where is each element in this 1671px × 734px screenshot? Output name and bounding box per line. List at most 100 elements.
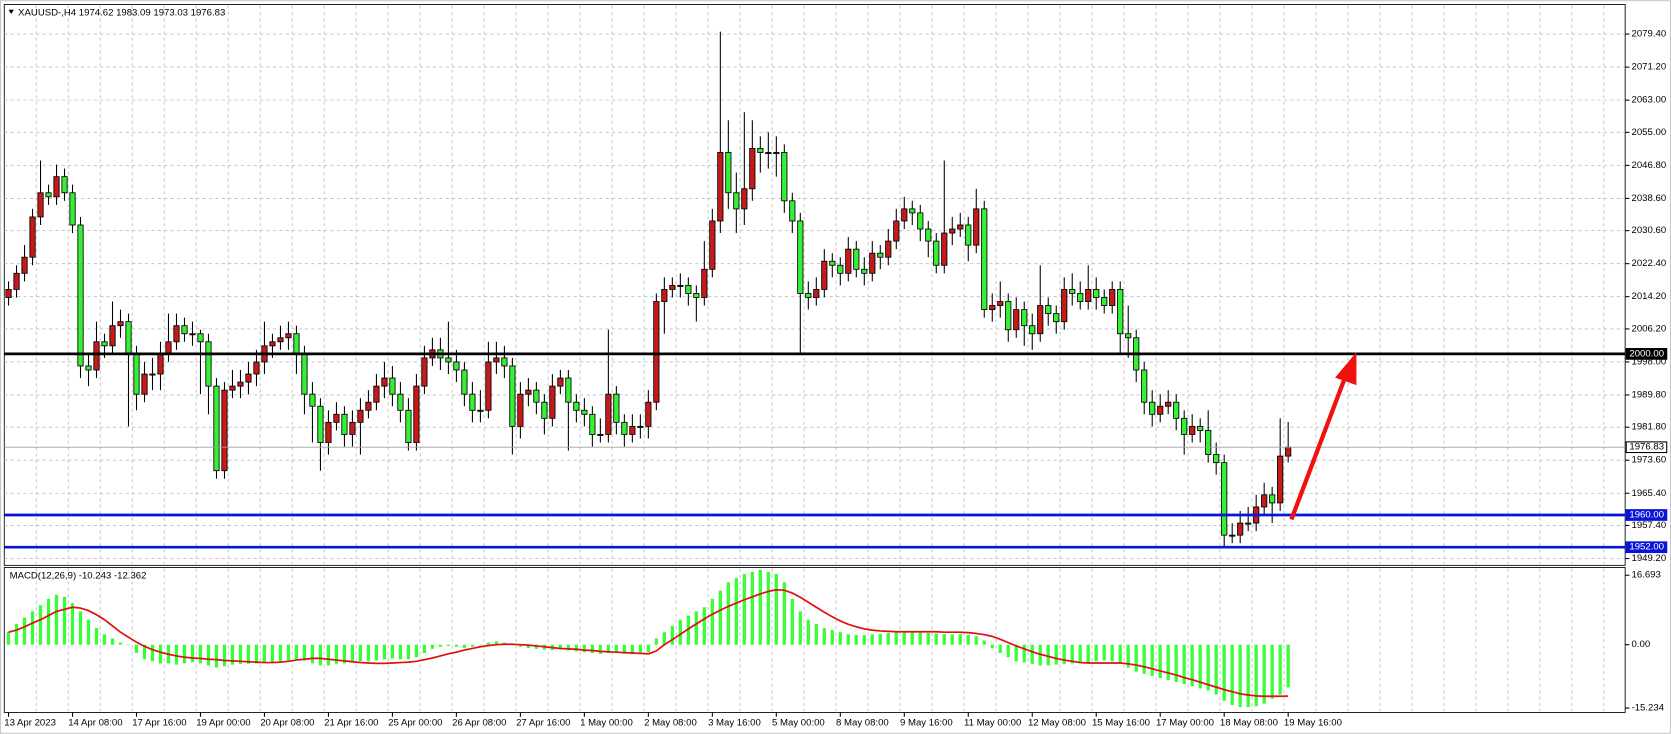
macd-bar — [142, 644, 147, 660]
y-tick-label: 16.693 — [1632, 570, 1661, 581]
candle-body — [173, 325, 180, 343]
candle-body — [861, 268, 868, 274]
macd-bar — [982, 640, 986, 645]
candle-body — [741, 188, 748, 210]
candle-body — [293, 333, 300, 355]
macd-bar — [190, 644, 195, 663]
x-tick-label: 17 May 00:00 — [1156, 718, 1214, 729]
candle-body — [1077, 293, 1084, 302]
candle-body — [1221, 462, 1228, 536]
candle-body — [941, 232, 948, 266]
macd-bar — [646, 644, 650, 653]
candle-body — [405, 409, 412, 443]
y-tick-label: 2038.60 — [1632, 193, 1667, 204]
y-tick-label: 1957.40 — [1632, 520, 1667, 531]
y-tick-label: 0.00 — [1632, 639, 1651, 650]
candle-body — [581, 409, 588, 415]
macd-bar — [630, 644, 634, 655]
candle-body — [629, 425, 636, 435]
x-tick-label: 11 May 00:00 — [964, 718, 1021, 729]
candle-body — [1125, 333, 1132, 339]
candle-body — [277, 337, 284, 343]
macd-bar — [454, 644, 459, 647]
candle-body — [837, 264, 844, 274]
candle-body — [45, 192, 52, 198]
candle-body — [325, 421, 332, 443]
candle-body — [389, 377, 396, 395]
candle-body — [1269, 494, 1276, 504]
macd-bar — [1054, 644, 1058, 665]
candle-body — [597, 434, 604, 436]
macd-bar — [1046, 644, 1050, 666]
x-tick-label: 19 May 16:00 — [1284, 718, 1342, 729]
macd-bar — [686, 615, 690, 645]
candle-body — [965, 224, 972, 246]
macd-bar — [926, 633, 930, 645]
macd-bar — [790, 598, 794, 645]
x-tick-label: 27 Apr 16:00 — [516, 718, 570, 729]
macd-bar — [302, 644, 307, 661]
macd-bar — [702, 607, 706, 645]
level-label-box — [1625, 509, 1668, 521]
candle-body — [733, 192, 740, 210]
macd-bar — [846, 634, 850, 645]
candle-body — [69, 192, 76, 226]
y-tick-label: 2063.00 — [1632, 95, 1667, 106]
macd-bar — [966, 634, 970, 645]
x-tick-label: 8 May 08:00 — [836, 718, 889, 729]
candle-body — [829, 260, 836, 266]
candle-body — [701, 268, 708, 298]
macd-bar — [654, 638, 658, 645]
chart-title: XAUUSD-,H4 1974.62 1983.09 1973.03 1976.… — [18, 7, 225, 18]
macd-bar — [718, 590, 722, 645]
candle-body — [5, 289, 12, 298]
macd-bar — [430, 644, 435, 649]
candle-body — [533, 389, 540, 403]
marks: 2079.40 2071.20 2063.00 2055.00 2046.80 2038.… — [4, 29, 1668, 729]
macd-bar — [358, 644, 363, 662]
candle-body — [165, 341, 172, 355]
candle-body — [1205, 429, 1212, 456]
candle-body — [693, 293, 700, 298]
candle-body — [101, 341, 108, 347]
macd-bar — [750, 571, 754, 645]
candle-body — [117, 321, 124, 327]
macd-bar — [206, 644, 211, 666]
candle-body — [869, 252, 876, 274]
macd-bar — [158, 644, 163, 664]
macd-bar — [38, 605, 43, 645]
macd-bar — [566, 644, 570, 651]
candle-body — [501, 357, 508, 367]
candle-body — [485, 361, 492, 411]
macd-bar — [998, 644, 1002, 654]
menu-triangle[interactable] — [8, 9, 14, 15]
macd-bar — [638, 644, 642, 654]
macd-bar — [1118, 644, 1122, 664]
macd-bar — [878, 633, 882, 645]
macd-bar — [1190, 644, 1194, 687]
macd-bar — [102, 634, 107, 645]
candle-body — [1005, 301, 1012, 331]
macd-bar — [46, 598, 51, 645]
macd-bar — [854, 635, 858, 645]
macd-bar — [1182, 644, 1186, 685]
macd-bar — [678, 619, 682, 645]
x-tick-label: 2 May 08:00 — [644, 718, 697, 729]
y-tick-label: 2030.60 — [1632, 225, 1667, 236]
macd-bar — [894, 632, 898, 645]
macd-bar — [342, 644, 347, 664]
macd-bar — [374, 644, 379, 661]
candle-body — [661, 289, 668, 302]
candle-body — [85, 365, 92, 371]
x-tick-label: 9 May 16:00 — [900, 718, 953, 729]
candle-body — [573, 401, 580, 411]
macd-bar — [30, 611, 35, 645]
candle-body — [1093, 289, 1100, 298]
macd-bar — [822, 628, 826, 645]
candle-body — [565, 377, 572, 403]
macd-bar — [1030, 644, 1034, 664]
macd-bar — [1270, 644, 1274, 699]
macd-bar — [1246, 644, 1250, 708]
candle-body — [1013, 309, 1020, 331]
